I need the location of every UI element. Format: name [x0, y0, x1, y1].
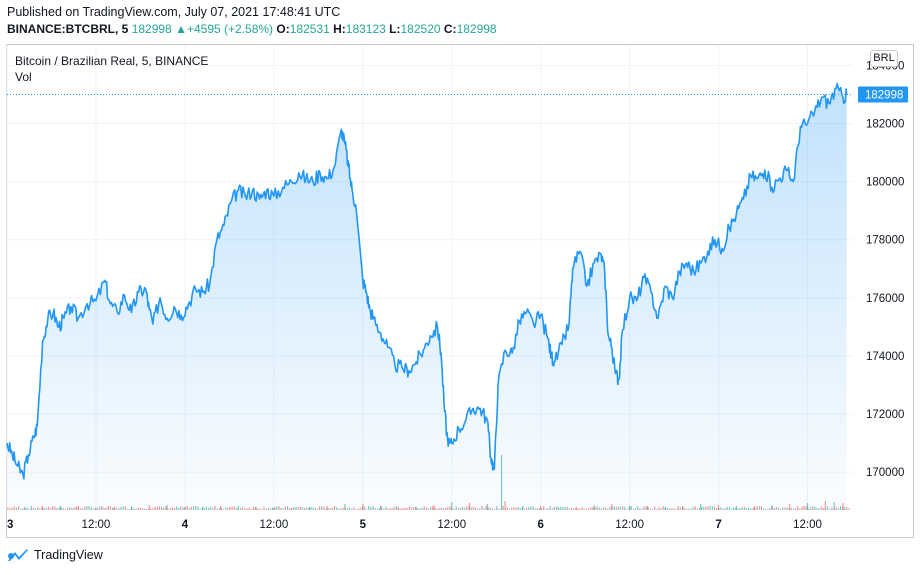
x-axis[interactable]: 3 12:00 4 12:00 5 12:00 6 12:00 7 12:00	[7, 519, 822, 531]
x-tick-label: 12:00	[793, 519, 822, 531]
x-tick-label: 12:00	[437, 519, 466, 531]
x-tick-label: 12:00	[615, 519, 644, 531]
x-tick-label: 12:00	[82, 519, 111, 531]
open-value: 182531	[289, 22, 330, 36]
volume-bar	[846, 507, 848, 510]
y-tick-label: 178000	[866, 235, 904, 247]
footer-brand-name: TradingView	[34, 548, 103, 562]
tradingview-logo-icon	[8, 549, 28, 561]
open-label: O:	[276, 22, 290, 36]
published-caption: Published on TradingView.com, July 07, 2…	[7, 5, 341, 19]
high-value: 183123	[345, 22, 386, 36]
currency-badge[interactable]: BRL	[870, 50, 898, 67]
close-label: C:	[443, 22, 457, 36]
low-value: 182520	[400, 22, 441, 36]
price-line	[6, 82, 848, 480]
change-arrow-icon: ▲	[175, 22, 187, 36]
price-change: +4595 (+2.58%)	[186, 22, 274, 36]
volume-bar	[848, 508, 850, 510]
close-value: 182998	[456, 22, 497, 36]
y-tick-label: 180000	[866, 177, 904, 189]
x-tick-label: 12:00	[259, 519, 288, 531]
last-price: 182998	[131, 22, 172, 36]
y-axis[interactable]: 170000 172000 174000 176000 178000 180000 1820…	[866, 60, 904, 479]
y-tick-label: 170000	[866, 467, 904, 479]
legend-title[interactable]: Bitcoin / Brazilian Real, 5, BINANCE	[15, 54, 209, 68]
x-tick-label: 3	[7, 519, 13, 531]
y-tick-label: 182000	[866, 118, 904, 130]
last-price-label: 182998	[858, 86, 908, 103]
footer-branding[interactable]: TradingView	[7, 548, 103, 562]
price-area	[7, 83, 847, 510]
symbol-name[interactable]: BINANCE:BTCBRL, 5	[7, 22, 129, 36]
low-label: L:	[389, 22, 401, 36]
symbol-info-line: BINANCE:BTCBRL, 5 182998 ▲ +4595 (+2.58%…	[7, 22, 497, 36]
x-tick-label: 7	[715, 519, 721, 531]
y-tick-label: 172000	[866, 409, 904, 421]
last-price-label-text: 182998	[865, 89, 903, 101]
x-tick-label: 4	[182, 519, 189, 531]
legend-volume[interactable]: Vol	[15, 70, 32, 84]
y-tick-label: 176000	[866, 293, 904, 305]
high-label: H:	[333, 22, 346, 36]
x-tick-label: 6	[537, 519, 543, 531]
x-tick-label: 5	[360, 519, 367, 531]
y-tick-label: 174000	[866, 351, 904, 363]
